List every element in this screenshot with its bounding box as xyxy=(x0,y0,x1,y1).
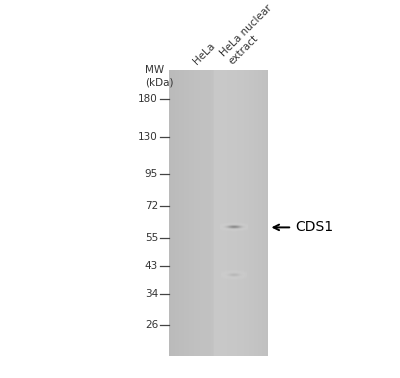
Text: 130: 130 xyxy=(138,132,158,142)
Text: 55: 55 xyxy=(145,232,158,243)
Text: 95: 95 xyxy=(145,169,158,179)
Text: 180: 180 xyxy=(138,94,158,104)
Text: HeLa: HeLa xyxy=(191,41,217,67)
Text: MW: MW xyxy=(145,65,164,75)
Text: 43: 43 xyxy=(145,261,158,271)
Text: 34: 34 xyxy=(145,289,158,299)
Text: (kDa): (kDa) xyxy=(145,78,174,88)
Text: 72: 72 xyxy=(145,201,158,211)
Text: CDS1: CDS1 xyxy=(295,220,333,234)
Text: 26: 26 xyxy=(145,320,158,330)
Text: HeLa nuclear
extract: HeLa nuclear extract xyxy=(218,3,282,67)
